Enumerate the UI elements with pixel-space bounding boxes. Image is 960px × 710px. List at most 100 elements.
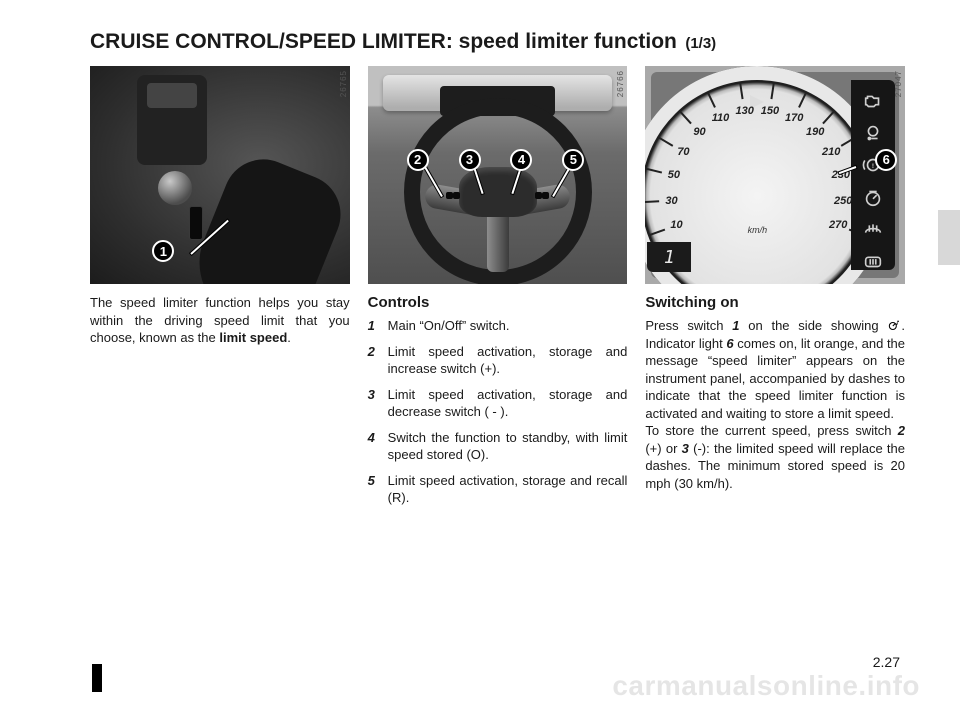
callout-5-num: 5 — [570, 152, 577, 167]
list-num: 3 — [368, 386, 380, 421]
switching-on-p2: To store the current speed, press switch… — [645, 422, 905, 492]
col1-intro: The speed limiter function helps you sta… — [90, 294, 350, 347]
engine-check-icon — [862, 90, 884, 112]
list-num: 5 — [368, 472, 380, 507]
list-item: 3Limit speed activation, storage and dec… — [368, 386, 628, 421]
column-3: 1030507090110130150170190210230250270 km… — [645, 66, 905, 515]
manual-page: CRUISE CONTROL/SPEED LIMITER: speed limi… — [0, 0, 960, 710]
controls-heading: Controls — [368, 294, 628, 311]
speedo-tick — [740, 83, 744, 99]
speedo-number: 190 — [806, 126, 824, 138]
speedo-number: 10 — [670, 219, 682, 231]
list-text: Limit speed activation, storage and decr… — [388, 386, 628, 421]
list-num: 4 — [368, 429, 380, 464]
limiter-switch-shape — [189, 206, 203, 240]
figure-console: 1 26765 — [90, 66, 350, 284]
speedo-number: 270 — [829, 219, 847, 231]
page-title-row: CRUISE CONTROL/SPEED LIMITER: speed limi… — [90, 30, 905, 54]
list-item: 2Limit speed activation, storage and inc… — [368, 343, 628, 378]
wheel-btn — [542, 192, 549, 199]
speedo-tick — [680, 111, 692, 124]
list-text: Limit speed activation, storage and reca… — [388, 472, 628, 507]
indicator-column: ! — [851, 80, 895, 270]
speedo-number: 70 — [677, 146, 689, 158]
speed-limiter-icon — [862, 186, 884, 208]
switching-on-p1: Press switch 1 on the side showing . Ind… — [645, 317, 905, 422]
callout-4-num: 4 — [518, 152, 525, 167]
callout-6-num: 6 — [883, 152, 890, 167]
figure-speedometer: 1030507090110130150170190210230250270 km… — [645, 66, 905, 284]
speedo-tick — [708, 93, 717, 108]
wheel-btn — [453, 192, 460, 199]
source-watermark: carmanualsonline.info — [612, 670, 920, 702]
speedo-tick — [823, 111, 835, 124]
list-num: 2 — [368, 343, 380, 378]
switching-on-heading: Switching on — [645, 294, 905, 311]
speedo-panel: 1030507090110130150170190210230250270 km… — [651, 72, 899, 278]
page-number: 2.27 — [873, 654, 900, 670]
steering-hub-shape — [459, 167, 537, 217]
list-text: Limit speed activation, storage and incr… — [388, 343, 628, 378]
footer-crop-mark — [92, 664, 102, 692]
speedo-number: 150 — [761, 105, 779, 117]
steering-spoke-bottom — [487, 210, 509, 272]
page-title-part: (1/3) — [685, 35, 716, 52]
callout-3-num: 3 — [466, 152, 473, 167]
section-tab — [938, 210, 960, 265]
col1-intro-tail: . — [287, 330, 291, 345]
speedo-tick — [645, 200, 659, 203]
p2-a: To store the current speed, press switch — [645, 423, 897, 438]
speedo-number: 210 — [822, 146, 840, 158]
speedo-number: 250 — [834, 195, 852, 207]
console-panel-shape — [137, 75, 207, 165]
col1-intro-bold: limit speed — [219, 330, 287, 345]
p1-e: 6 — [726, 336, 733, 351]
speedo-digital: 1 — [647, 242, 691, 272]
callout-3: 3 — [459, 149, 481, 171]
speedo-number: 130 — [736, 105, 754, 117]
callout-1-num: 1 — [160, 244, 167, 259]
page-title: CRUISE CONTROL/SPEED LIMITER: speed limi… — [90, 30, 677, 53]
list-item: 4Switch the function to standby, with li… — [368, 429, 628, 464]
speedo-number: 30 — [665, 195, 677, 207]
rotary-knob-shape — [158, 171, 192, 205]
speedo-tick — [646, 168, 662, 174]
speed-limiter-inline-icon — [887, 318, 901, 330]
defrost-icon — [862, 218, 884, 240]
wheel-btn — [446, 192, 453, 199]
list-text: Switch the function to standby, with lim… — [388, 429, 628, 464]
column-2: 2 3 4 5 26766 Controls 1 Main “On/Off” sw… — [368, 66, 628, 515]
figure-1-id: 26765 — [339, 70, 348, 97]
list-num: 1 — [368, 317, 380, 335]
three-columns: 1 26765 The speed limiter function helps… — [90, 66, 905, 515]
callout-2-num: 2 — [414, 152, 421, 167]
callout-6: 6 — [875, 149, 897, 171]
svg-text:!: ! — [872, 163, 874, 170]
controls-list: 1Main “On/Off” switch. 2Limit speed acti… — [368, 317, 628, 507]
p1-c: on the side showing — [739, 318, 887, 333]
rear-defrost-icon — [862, 250, 884, 272]
speedo-number: 50 — [668, 169, 680, 181]
figure-3-id: 27047 — [894, 70, 903, 97]
column-1: 1 26765 The speed limiter function helps… — [90, 66, 350, 515]
speedo-number: 110 — [712, 112, 730, 124]
speedo-tick — [771, 83, 775, 99]
speedo-number: 170 — [785, 112, 803, 124]
speedo-tick — [798, 93, 807, 108]
airbag-icon — [862, 122, 884, 144]
p2-b: 2 — [898, 423, 905, 438]
wheel-btn — [535, 192, 542, 199]
speedo-number: 90 — [693, 126, 705, 138]
list-item: 1 Main “On/Off” switch. — [368, 317, 628, 335]
p2-d: 3 — [682, 441, 689, 456]
p2-c: (+) or — [645, 441, 681, 456]
p1-a: Press switch — [645, 318, 732, 333]
list-item: 5Limit speed activation, storage and rec… — [368, 472, 628, 507]
speedo-digital-value: 1 — [664, 247, 675, 268]
figure-steering: 2 3 4 5 26766 — [368, 66, 628, 284]
speedo-unit: km/h — [748, 225, 768, 235]
list-text: Main “On/Off” switch. — [388, 317, 510, 335]
callout-2: 2 — [407, 149, 429, 171]
speedo-tick — [650, 229, 666, 236]
figure-2-id: 26766 — [616, 70, 625, 97]
